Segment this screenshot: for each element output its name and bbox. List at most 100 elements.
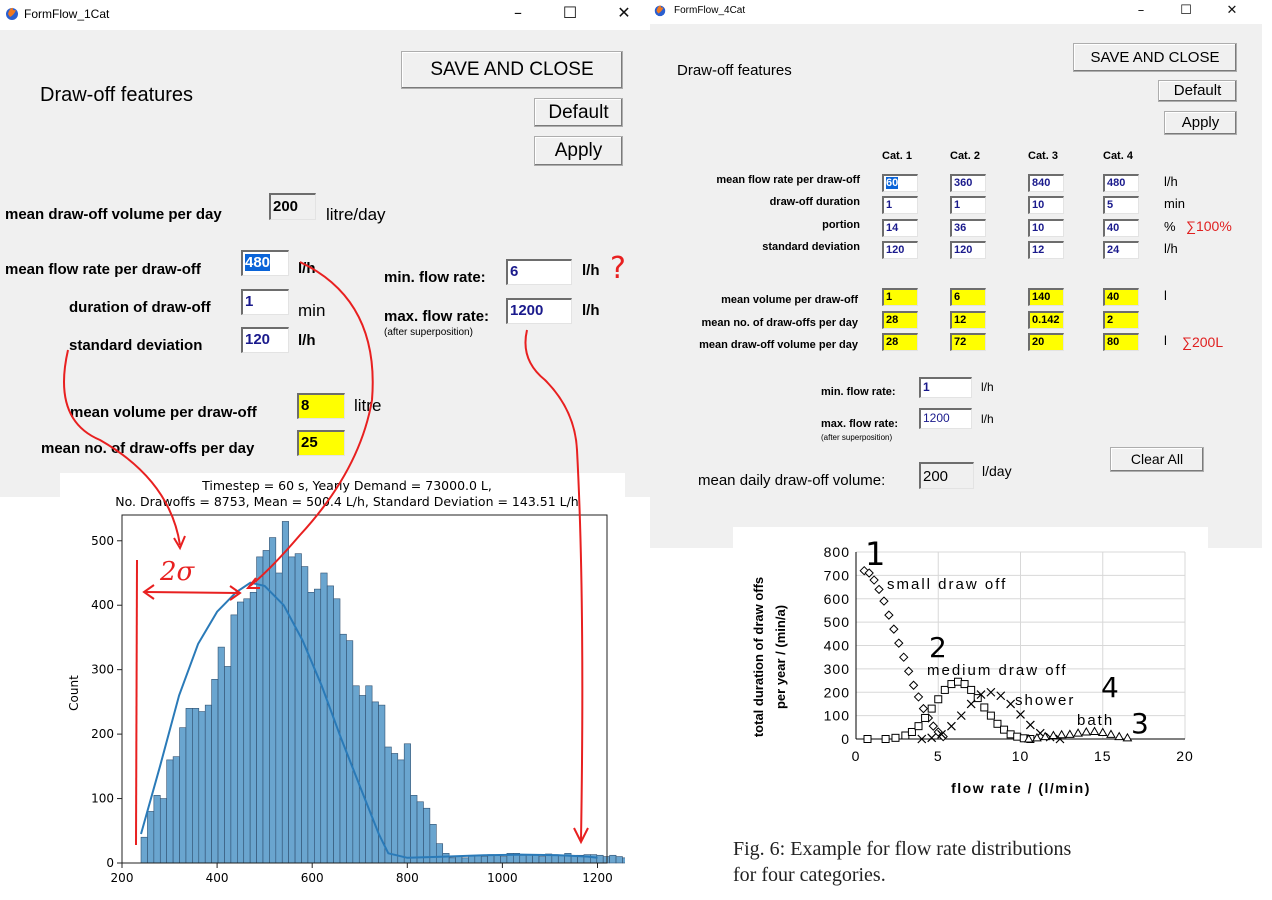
marker-small-draw-off [874,584,884,595]
marker-medium-draw-off [947,680,956,689]
category-input[interactable]: 12 [1028,241,1064,259]
category-input[interactable]: 60 [882,174,918,192]
marker-shower [946,721,956,731]
default-button[interactable]: Default [534,98,623,127]
category-header: Cat. 1 [882,150,912,162]
figure-y-label-line1: total duration of draw offs [751,577,766,737]
x-tick-label: 200 [111,871,134,885]
app-flame-icon [6,7,18,20]
histogram-bar [224,666,232,864]
category-output: 12 [950,311,986,329]
marker-medium-draw-off [1013,732,1022,741]
maximize-icon[interactable]: ☐ [562,3,578,22]
min-flow-unit: l/h [981,380,994,394]
parameter-label: portion [822,219,860,231]
marker-medium-draw-off [1000,725,1009,734]
close-icon[interactable]: ✕ [617,3,631,22]
minimize-icon[interactable]: – [1137,3,1145,18]
histogram-bar [301,566,309,864]
marker-small-draw-off [889,624,899,634]
marker-medium-draw-off [927,704,936,713]
category-output: 80 [1103,333,1139,351]
marker-bath [1089,726,1100,736]
y-tick-label: 300 [91,663,114,677]
save-and-close-button[interactable]: SAVE AND CLOSE [401,51,623,89]
apply-button[interactable]: Apply [1164,111,1237,135]
histogram-bar [391,753,399,864]
marker-shower [996,691,1006,701]
marker-shower [917,734,927,744]
std-dev-input[interactable]: 120 [241,327,289,353]
max-flow-unit: l/h [582,302,600,319]
max-flow-input[interactable]: 1200 [919,408,972,429]
category-input[interactable]: 480 [1103,174,1139,192]
histogram-bar [538,856,546,864]
maximize-icon[interactable]: ☐ [1180,3,1192,18]
marker-shower [1006,699,1016,709]
category-header: Cat. 4 [1103,150,1133,162]
category-input[interactable]: 40 [1103,219,1139,237]
marker-medium-draw-off [993,719,1002,728]
category-output: 28 [882,311,918,329]
category-header: Cat. 3 [1028,150,1058,162]
histogram-bar [493,854,501,864]
sum-note: ∑100% [1186,218,1232,234]
duration-input[interactable]: 1 [241,289,289,315]
category-input[interactable]: 24 [1103,241,1139,259]
max-flow-input[interactable]: 1200 [506,298,572,324]
x-tick-label: 20 [1176,748,1194,764]
close-icon[interactable]: ✕ [1226,3,1238,18]
minimize-icon[interactable]: – [514,3,522,22]
volume-per-day-label: mean draw-off volume per day [5,206,222,223]
histogram-y-label: Count [67,675,81,711]
handwritten-4: 4 [1101,671,1119,704]
flow-rate-input[interactable]: 480 [241,250,289,276]
marker-medium-draw-off [986,711,995,720]
category-input[interactable]: 120 [882,241,918,259]
histogram-bar [211,679,219,864]
histogram-bar [204,704,212,864]
figure-caption: Fig. 6: Example for flow rate distributi… [733,838,1072,886]
marker-shower [1016,710,1025,719]
sum-note: ∑200L [1182,334,1224,350]
page-title: Draw-off features [677,62,792,79]
apply-button[interactable]: Apply [534,136,623,166]
histogram-bar [217,646,225,864]
marker-shower [1025,720,1035,730]
clear-all-button[interactable]: Clear All [1110,447,1204,472]
marker-small-draw-off [894,638,904,648]
y-tick-label: 800 [824,544,850,560]
marker-shower [966,699,976,709]
histogram-bar [192,708,200,864]
marker-small-draw-off [933,727,943,737]
page-title: Draw-off features [40,84,194,106]
category-input[interactable]: 14 [882,219,918,237]
default-button[interactable]: Default [1158,80,1237,102]
category-input[interactable]: 1 [950,196,986,214]
y-tick-label: 0 [106,856,114,870]
marker-small-draw-off [928,721,939,731]
marker-small-draw-off [918,703,929,714]
histogram-bar [320,572,328,864]
category-input[interactable]: 1 [882,196,918,214]
category-input[interactable]: 840 [1028,174,1064,192]
category-input[interactable]: 360 [950,174,986,192]
category-input[interactable]: 120 [950,241,986,259]
label-bath: bath [1077,712,1114,729]
marker-medium-draw-off [881,735,890,743]
parameter-label: mean draw-off volume per day [699,339,858,351]
unit-label: % [1164,219,1176,234]
category-input[interactable]: 36 [950,219,986,237]
app-flame-icon [654,5,666,17]
histogram-title-line1: Timestep = 60 s, Yearly Demand = 73000.0… [201,478,492,493]
histogram-bar [198,711,206,864]
category-input[interactable]: 10 [1028,196,1064,214]
unit-label: l [1164,333,1167,348]
histogram-bar [384,746,392,864]
category-input[interactable]: 10 [1028,219,1064,237]
min-flow-input[interactable]: 6 [506,259,572,285]
category-input[interactable]: 5 [1103,196,1139,214]
save-and-close-button[interactable]: SAVE AND CLOSE [1073,43,1237,72]
min-flow-input[interactable]: 1 [919,377,972,398]
std-dev-unit: l/h [298,332,316,349]
